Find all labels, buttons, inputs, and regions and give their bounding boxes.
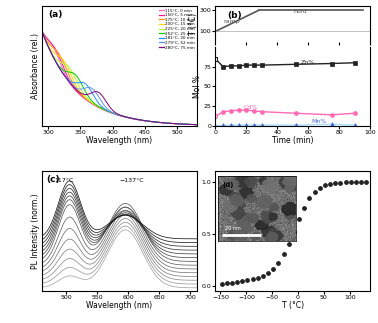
X-axis label: T (°C): T (°C) [282, 301, 304, 310]
Y-axis label: I$_{exc}$ / I$_{tot}$: I$_{exc}$ / I$_{tot}$ [187, 215, 200, 247]
X-axis label: Wavelength (nm): Wavelength (nm) [86, 301, 152, 310]
Text: hold: hold [293, 9, 307, 14]
Y-axis label: PL Intensity (norm.): PL Intensity (norm.) [31, 193, 40, 269]
X-axis label: Wavelength (nm): Wavelength (nm) [86, 136, 152, 145]
Point [311, 190, 318, 195]
Point [358, 179, 364, 184]
Point [276, 260, 282, 265]
Point [338, 180, 344, 185]
Point [291, 229, 297, 234]
Point [265, 270, 271, 276]
Y-axis label: T (°C): T (°C) [189, 13, 198, 36]
Text: Mn%: Mn% [311, 119, 327, 124]
Point [270, 266, 276, 271]
Point [255, 276, 261, 281]
Text: Zn%: Zn% [301, 59, 315, 65]
Point [229, 281, 235, 286]
Y-axis label: Absorbance (rel.): Absorbance (rel.) [31, 33, 40, 99]
Point [332, 180, 338, 185]
Y-axis label: Mol %: Mol % [193, 75, 202, 98]
Text: Cd%: Cd% [243, 105, 258, 109]
Point [322, 182, 328, 187]
Point [218, 282, 225, 287]
Point [234, 280, 240, 285]
Point [363, 179, 369, 184]
Text: (c): (c) [46, 175, 60, 184]
Point [301, 205, 307, 210]
Legend: 115°C, 0 min, 150°C, 5 min, 175°C, 10 min, 200°C, 15 min, 225°C, 20 min, 252°C, : 115°C, 0 min, 150°C, 5 min, 175°C, 10 mi… [157, 7, 196, 51]
Text: (b): (b) [228, 11, 242, 20]
Text: ramp: ramp [223, 19, 240, 24]
Point [317, 185, 323, 191]
Text: (a): (a) [48, 10, 62, 19]
Point [224, 281, 230, 286]
X-axis label: Time (min): Time (min) [272, 136, 314, 145]
Point [280, 252, 287, 257]
Point [353, 179, 359, 184]
Point [249, 277, 256, 282]
Point [296, 216, 302, 222]
Point [348, 179, 354, 184]
Point [342, 179, 349, 184]
Point [244, 278, 250, 283]
Point [286, 241, 292, 246]
Point [327, 181, 333, 186]
Text: 117°C: 117°C [54, 178, 73, 183]
Point [239, 279, 245, 284]
Text: −137°C: −137°C [119, 178, 144, 183]
Point [260, 274, 266, 279]
Point [307, 196, 313, 201]
